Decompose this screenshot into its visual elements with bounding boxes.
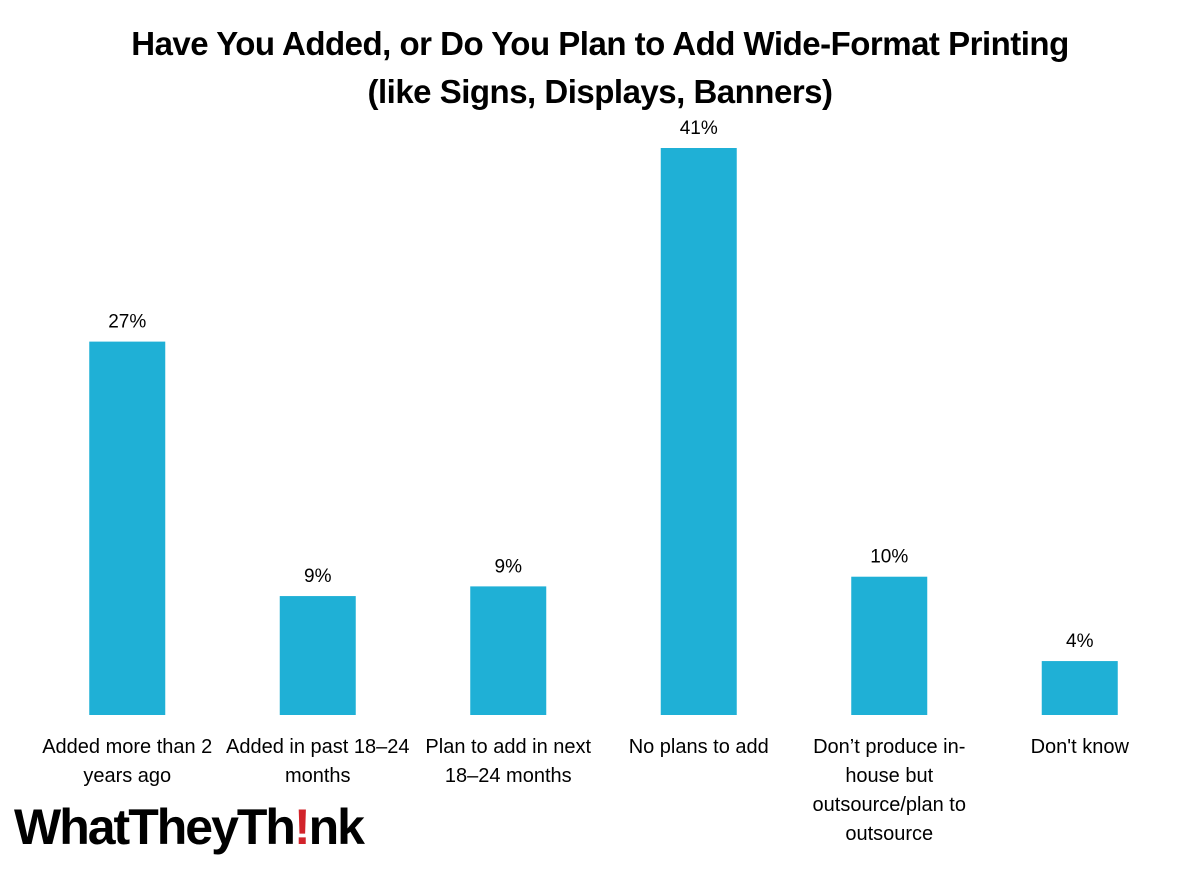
value-label: 27% xyxy=(108,312,146,333)
value-label: 4% xyxy=(1066,631,1094,652)
logo-text: nk xyxy=(308,799,365,855)
bar xyxy=(1041,661,1118,715)
value-label: 9% xyxy=(304,566,332,587)
logo-text: WhatTheyTh xyxy=(14,799,296,855)
logo-mark: ! xyxy=(293,799,311,855)
bar xyxy=(470,586,547,715)
value-label: 10% xyxy=(870,547,908,568)
bar xyxy=(89,341,166,715)
x-tick-label: Added in past 18–24 months xyxy=(226,736,410,787)
logo: WhatTheyTh!nk xyxy=(14,798,365,856)
bar xyxy=(279,596,356,715)
bar xyxy=(660,148,737,715)
bar xyxy=(851,576,928,715)
value-label: 41% xyxy=(680,118,718,139)
x-tick-label: Don't know xyxy=(1030,736,1129,758)
chart-title: Have You Added, or Do You Plan to Add Wi… xyxy=(131,25,1069,110)
value-label: 9% xyxy=(495,556,523,577)
x-tick-label: No plans to add xyxy=(628,736,769,758)
x-tick-label: Plan to add in next 18–24 months xyxy=(425,736,592,787)
x-tick-label: Added more than 2 years ago xyxy=(42,736,213,787)
x-tick-label: Don’t produce in-house but outsource/pla… xyxy=(812,736,966,845)
